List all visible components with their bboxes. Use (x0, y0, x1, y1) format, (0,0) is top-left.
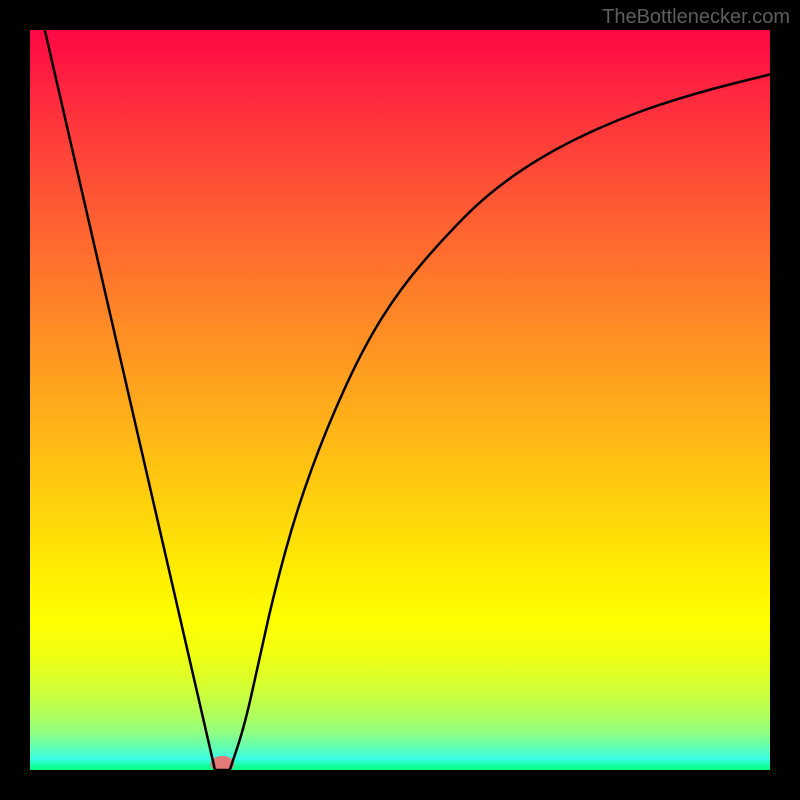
watermark-text: TheBottlenecker.com (602, 6, 790, 29)
chart-frame: TheBottlenecker.com (0, 0, 800, 800)
curve-layer (30, 30, 770, 770)
plot-area (30, 30, 770, 770)
bottleneck-curve (45, 30, 770, 770)
